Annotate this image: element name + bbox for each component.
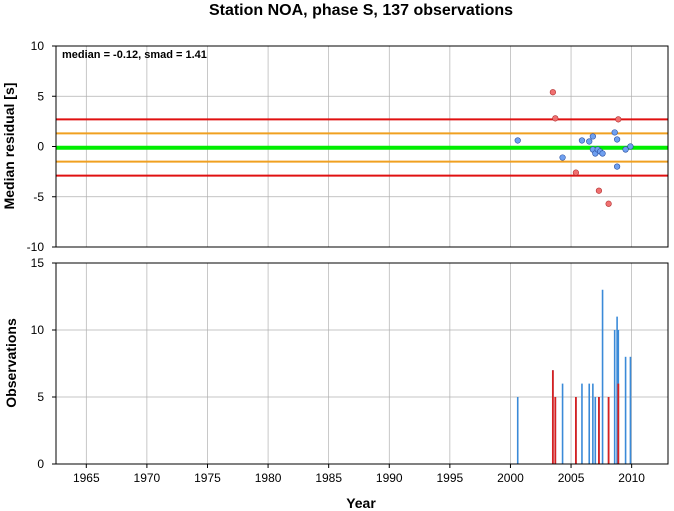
inlier-point — [578, 137, 586, 144]
residual-y-label: Median residual [s] — [1, 83, 17, 210]
x-tick-label: 1970 — [134, 471, 161, 485]
observations-y-label: Observations — [3, 318, 19, 408]
x-tick-label: 1995 — [437, 471, 464, 485]
y-tick-label: 10 — [31, 39, 45, 53]
y-tick-label: 10 — [31, 323, 45, 337]
x-tick-label: 2000 — [497, 471, 524, 485]
observation-bars — [516, 289, 632, 464]
inlier-point — [627, 143, 634, 150]
inlier-point — [589, 133, 596, 140]
y-tick-label: 5 — [37, 390, 44, 404]
y-tick-label: 15 — [31, 256, 45, 270]
observations-frame — [55, 262, 669, 465]
reference-lines — [56, 118, 668, 177]
residual-points — [514, 89, 634, 207]
outlier-point — [605, 200, 612, 207]
outlier-point — [552, 115, 559, 122]
x-tick-label: 1965 — [73, 471, 100, 485]
outlier-point — [549, 89, 556, 96]
residual-y-ticks: -10 -5 0 5 10 — [27, 39, 56, 254]
x-tick-label: 2010 — [618, 471, 645, 485]
x-tick-label: 1990 — [376, 471, 403, 485]
year-x-ticks: 1965 1970 1975 1980 1985 1990 1995 2000 2005 2010 — [73, 464, 645, 485]
observations-panel: 0 5 10 15 1965 1970 1975 1980 1985 1990 1995 2000 2… — [3, 256, 669, 511]
stats-annotation: median = -0.12, smad = 1.41 — [62, 49, 207, 61]
x-tick-label: 1975 — [194, 471, 221, 485]
y-tick-label: -5 — [33, 190, 44, 204]
inlier-point — [611, 129, 618, 136]
inlier-point — [599, 150, 606, 157]
inlier-point — [559, 154, 566, 161]
x-tick-label: 1980 — [255, 471, 282, 485]
x-tick-label: 2005 — [558, 471, 585, 485]
observations-y-ticks: 0 5 10 15 — [31, 256, 56, 471]
inlier-point — [614, 136, 621, 143]
y-tick-label: 5 — [37, 89, 44, 103]
chart-title: Station NOA, phase S, 137 observations — [209, 2, 513, 19]
outlier-point — [572, 169, 579, 176]
y-tick-label: 0 — [37, 457, 44, 471]
outlier-point — [615, 116, 622, 123]
inlier-point — [514, 137, 521, 144]
residual-panel: -10 -5 0 5 10 median = -0.12, smad = 1.41 Me… — [1, 39, 669, 254]
x-tick-label: 1985 — [315, 471, 342, 485]
y-tick-label: 0 — [37, 140, 44, 154]
inlier-point — [622, 146, 629, 153]
y-tick-label: -10 — [27, 240, 45, 254]
outlier-point — [595, 187, 603, 194]
inlier-point — [586, 138, 593, 145]
year-x-label: Year — [346, 495, 376, 511]
inlier-point — [614, 163, 621, 170]
